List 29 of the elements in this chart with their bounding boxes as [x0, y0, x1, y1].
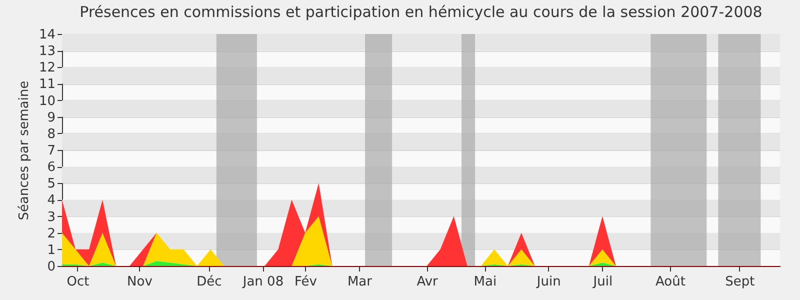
y-tick-label: 0	[47, 260, 56, 274]
y-tick-label: 1	[47, 242, 56, 258]
x-tick-label: Fév	[294, 274, 318, 290]
y-tick-label: 5	[47, 176, 56, 192]
x-tick-label: Nov	[127, 274, 153, 290]
x-tick-label: Déc	[196, 274, 222, 290]
y-axis-title: Séances par semaine	[16, 80, 32, 220]
y-tick-label: 7	[47, 144, 56, 158]
y-tick-label: 9	[47, 110, 56, 126]
y-tick-label: 13	[38, 44, 56, 60]
x-tick-label: Juin	[536, 274, 561, 290]
y-tick-label: 2	[47, 226, 56, 242]
x-tick-label: Août	[656, 274, 686, 290]
y-tick-label: 10	[38, 94, 56, 109]
chart-title: Présences en commissions et participation en hémicycle au cours de la session 2007-2008	[80, 3, 762, 21]
y-tick-label: 3	[47, 210, 56, 225]
x-tick-label: Mai	[474, 274, 497, 290]
y-tick-label: 4	[47, 193, 56, 208]
y-tick-label: 14	[38, 28, 56, 42]
y-tick-label: 11	[38, 77, 56, 92]
y-tick-label: 6	[47, 160, 56, 176]
x-tick-label: Sept	[725, 274, 755, 290]
y-tick-label: 12	[38, 60, 56, 76]
y-tick-label: 8	[47, 126, 56, 142]
x-tick-label: Juil	[592, 274, 613, 290]
x-tick-label: Oct	[66, 274, 90, 290]
x-tick-label: Avr	[416, 274, 439, 290]
x-tick-label: Mar	[347, 274, 373, 290]
x-tick-label: Jan 08	[242, 274, 284, 290]
